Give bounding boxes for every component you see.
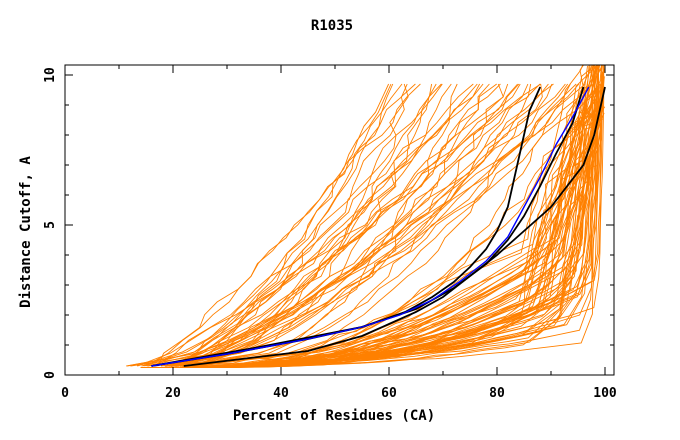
- background-model-line: [196, 83, 504, 367]
- background-model-line: [155, 65, 601, 368]
- background-model-line: [145, 65, 584, 368]
- background-model-line: [182, 83, 458, 367]
- plot-area-frame: [64, 64, 615, 376]
- x-tick-label: 60: [381, 386, 397, 401]
- background-model-line: [147, 83, 529, 367]
- highlight-blue-line: [151, 86, 590, 367]
- background-model-line: [155, 81, 603, 368]
- y-tick-label: 0: [43, 371, 58, 379]
- axis-ticks: 0 20 40 60 80 100 0 5 10: [43, 65, 617, 401]
- x-axis-label: Percent of Residues (CA): [233, 408, 435, 424]
- background-model-line: [141, 83, 392, 367]
- background-model-line: [174, 83, 541, 367]
- background-model-line: [165, 83, 520, 367]
- background-model-line: [181, 83, 501, 367]
- background-model-line: [178, 83, 509, 367]
- x-tick-label: 40: [273, 386, 289, 401]
- background-model-line: [147, 83, 586, 367]
- background-model-lines: [126, 65, 606, 368]
- background-model-line: [188, 83, 543, 367]
- x-tick-label: 20: [165, 386, 181, 401]
- background-model-line: [173, 83, 478, 367]
- x-tick-label: 0: [61, 386, 69, 401]
- background-model-line: [144, 83, 403, 367]
- background-model-line: [172, 83, 484, 367]
- background-model-line: [145, 83, 408, 367]
- x-tick-label: 80: [489, 386, 505, 401]
- background-model-line: [165, 65, 598, 368]
- background-model-line: [170, 83, 593, 367]
- background-model-line: [170, 83, 602, 367]
- background-model-line: [158, 65, 596, 368]
- background-model-line: [169, 83, 521, 367]
- background-model-line: [168, 83, 416, 367]
- chart-title: R1035: [311, 18, 353, 34]
- background-model-line: [160, 83, 437, 367]
- x-tick-label: 100: [593, 386, 617, 401]
- background-model-line: [151, 83, 433, 367]
- background-model-line: [165, 83, 442, 367]
- background-model-line: [130, 83, 409, 367]
- y-tick-label: 10: [43, 67, 58, 83]
- y-tick-label: 5: [43, 221, 58, 229]
- background-model-line: [180, 65, 598, 368]
- highlight-model-lines: [151, 86, 606, 367]
- y-axis-label: Distance Cutoff, A: [18, 156, 34, 308]
- background-model-line: [157, 83, 421, 367]
- background-model-line: [204, 106, 606, 368]
- background-model-line: [153, 83, 474, 367]
- background-model-line: [170, 83, 452, 367]
- background-model-line: [190, 83, 480, 367]
- background-model-line: [156, 83, 577, 367]
- background-model-line: [137, 83, 390, 367]
